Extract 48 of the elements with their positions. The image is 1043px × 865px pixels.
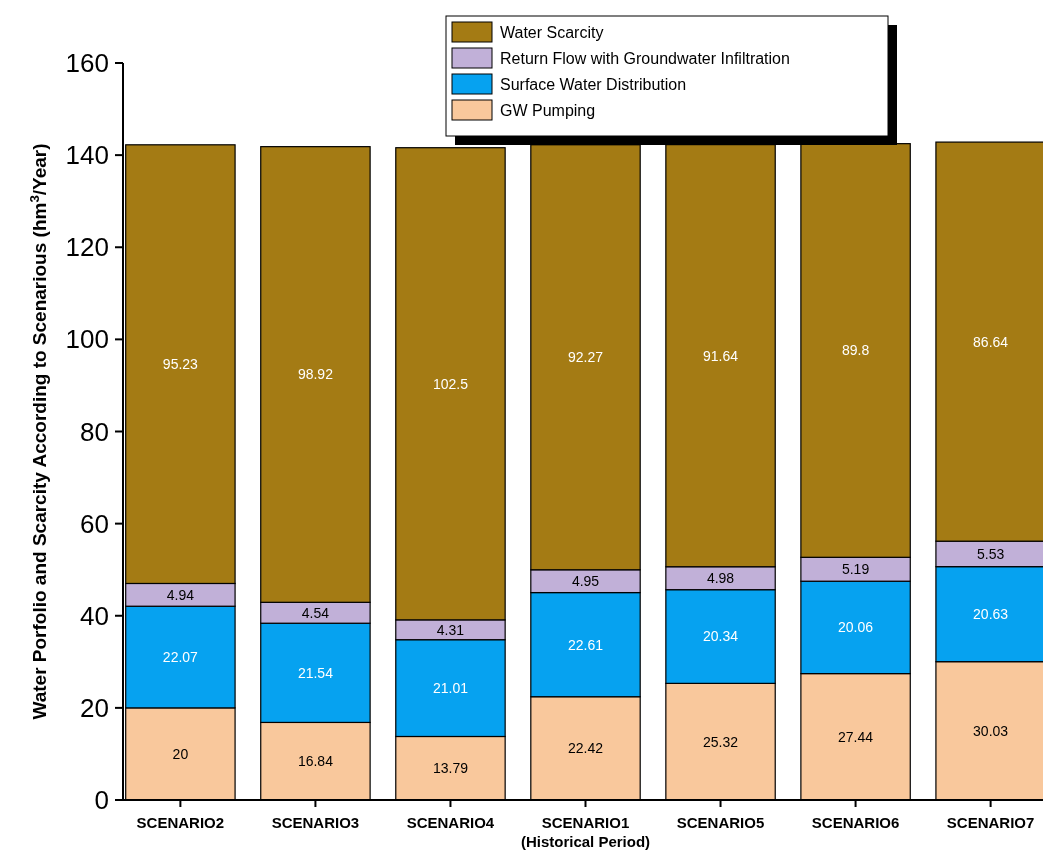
data-label: 86.64 bbox=[973, 333, 1009, 350]
data-label: 95.23 bbox=[162, 356, 199, 373]
data-label: 4.31 bbox=[436, 621, 465, 638]
x-tick-label: SCENARIO7 bbox=[946, 814, 1035, 831]
y-tick-label: 100 bbox=[65, 324, 109, 355]
data-label: 21.54 bbox=[297, 664, 334, 681]
data-label: 20.06 bbox=[838, 619, 874, 636]
y-tick-label: 20 bbox=[80, 692, 109, 723]
data-label: 4.54 bbox=[301, 604, 330, 621]
data-label: 102.5 bbox=[432, 375, 469, 392]
data-label: 22.61 bbox=[567, 636, 604, 653]
data-label: 20 bbox=[172, 745, 189, 762]
data-label: 22.42 bbox=[567, 740, 604, 757]
legend-label: Surface Water Distribution bbox=[500, 75, 687, 93]
data-label: 20.63 bbox=[973, 606, 1009, 623]
legend-label: Water Scarcity bbox=[500, 23, 604, 41]
y-tick-label: 140 bbox=[65, 140, 109, 171]
legend-label: Return Flow with Groundwater Infiltration bbox=[500, 49, 790, 67]
x-tick-label: SCENARIO5 bbox=[676, 814, 765, 831]
x-tick-label: SCENARIO3 bbox=[271, 814, 360, 831]
data-label: 4.94 bbox=[166, 586, 195, 603]
y-tick-label: 60 bbox=[80, 508, 109, 539]
data-label: 22.07 bbox=[162, 648, 199, 665]
data-label: 13.79 bbox=[432, 760, 469, 777]
x-tick-label: SCENARIO1 (Historical Period) bbox=[520, 814, 651, 850]
data-label: 25.32 bbox=[703, 733, 739, 750]
data-label: 5.53 bbox=[976, 545, 1005, 562]
y-tick-label: 160 bbox=[65, 48, 109, 79]
data-label: 89.8 bbox=[841, 342, 870, 359]
y-tick-label: 0 bbox=[94, 785, 109, 816]
y-tick-label: 120 bbox=[65, 232, 109, 263]
data-label: 21.01 bbox=[432, 679, 469, 696]
data-label: 92.27 bbox=[567, 349, 604, 366]
x-tick-label: SCENARIO2 bbox=[136, 814, 225, 831]
data-label: 4.98 bbox=[706, 570, 735, 587]
y-tick-label: 80 bbox=[80, 416, 109, 447]
data-label: 91.64 bbox=[703, 347, 739, 364]
data-label: 98.92 bbox=[297, 366, 334, 383]
data-label: 30.03 bbox=[973, 722, 1009, 739]
legend-label: GW Pumping bbox=[500, 101, 596, 119]
data-label: 5.19 bbox=[841, 561, 870, 578]
data-label: 16.84 bbox=[297, 753, 334, 770]
data-label: 27.44 bbox=[838, 728, 874, 745]
x-tick-label: SCENARIO6 bbox=[811, 814, 900, 831]
y-tick-label: 40 bbox=[80, 600, 109, 631]
data-label: 20.34 bbox=[703, 628, 739, 645]
x-tick-label: SCENARIO4 bbox=[406, 814, 495, 831]
data-label: 4.95 bbox=[571, 573, 600, 590]
